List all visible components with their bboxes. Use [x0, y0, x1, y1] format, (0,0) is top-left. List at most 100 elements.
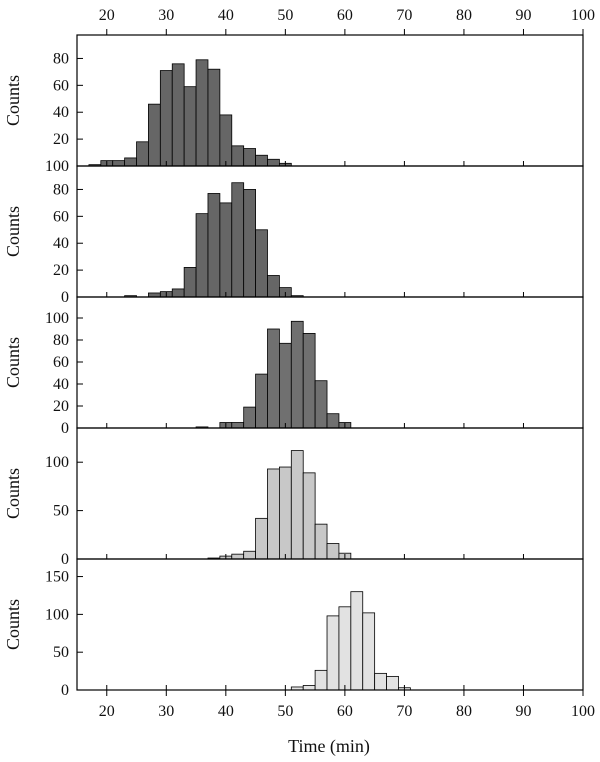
bar — [338, 606, 352, 691]
y-tick-label: 50 — [53, 503, 69, 520]
y-tick-label: 20 — [53, 131, 69, 148]
panels: 100 20 40 60 80 Counts 0 20 40 60 80 Counts 0 20 40 60 8… — [3, 34, 584, 699]
x-tick-label: 40 — [218, 703, 234, 720]
x-tick-label: 70 — [396, 703, 412, 720]
y-axis-label: Counts — [3, 75, 23, 126]
y-axis-label: Counts — [3, 337, 23, 388]
x-tick-label: 100 — [571, 703, 595, 720]
bar — [255, 229, 268, 298]
y-tick-label: 100 — [45, 310, 69, 327]
x-tick-label: 50 — [277, 7, 293, 24]
y-tick-label: 100 — [45, 454, 69, 471]
x-tick-label: 60 — [337, 7, 353, 24]
x-tick-label: 50 — [277, 703, 293, 720]
bar — [326, 543, 340, 560]
y-tick-label: 100 — [45, 158, 69, 175]
x-tick-label: 20 — [99, 7, 115, 24]
y-tick-label: 40 — [53, 104, 69, 121]
panel-3: 0 20 40 60 80 100 Counts — [3, 296, 584, 437]
bar — [290, 450, 304, 560]
bar — [207, 68, 221, 167]
bar — [159, 70, 173, 167]
y-tick-label: 20 — [53, 262, 69, 279]
bar — [243, 148, 256, 167]
panel-frame — [76, 165, 584, 298]
bar — [255, 517, 268, 560]
bar — [195, 59, 209, 167]
bar — [219, 202, 233, 298]
x-tick-label: 30 — [158, 7, 174, 24]
y-tick-label: 0 — [61, 420, 69, 437]
bar — [219, 114, 233, 167]
y-tick-label: 0 — [61, 289, 69, 306]
y-axis-label: Counts — [3, 599, 23, 650]
panel-frame — [76, 427, 584, 560]
bar — [231, 422, 245, 429]
bar — [231, 553, 245, 560]
y-tick-label: 0 — [61, 682, 69, 699]
x-tick-label: 40 — [218, 7, 234, 24]
panel-5: 0 50 100 150 Counts — [3, 558, 584, 699]
bar — [278, 342, 292, 429]
bar — [243, 189, 256, 298]
bar — [326, 615, 340, 691]
y-axis-label: Counts — [3, 468, 23, 519]
bar — [112, 160, 126, 167]
y-tick-label: 150 — [45, 569, 69, 586]
panel-1: 100 20 40 60 80 Counts — [3, 34, 584, 175]
bar — [314, 669, 328, 691]
y-tick-label: 100 — [45, 606, 69, 623]
bar — [183, 267, 197, 298]
bar — [302, 685, 316, 691]
bar — [314, 523, 328, 560]
panel-frame — [76, 558, 584, 691]
bar — [148, 292, 161, 298]
y-axis-label: Counts — [3, 206, 23, 257]
x-tick-label: 20 — [99, 703, 115, 720]
y-tick-label: 0 — [61, 551, 69, 568]
x-tick-label: 60 — [337, 703, 353, 720]
y-tick-label: 60 — [53, 354, 69, 371]
bar — [231, 145, 245, 167]
y-tick-label: 40 — [53, 235, 69, 252]
bar — [148, 103, 161, 167]
bar — [124, 157, 137, 167]
top-x-axis: 20 30 40 50 60 70 80 90 100 — [99, 7, 595, 35]
x-tick-label: 30 — [158, 703, 174, 720]
bar — [350, 591, 364, 691]
bar — [255, 154, 268, 167]
bar — [171, 63, 185, 167]
bar — [231, 182, 245, 298]
bar — [267, 275, 280, 298]
bar — [207, 193, 221, 298]
y-tick-label: 20 — [53, 398, 69, 415]
y-tick-label: 80 — [53, 181, 69, 198]
bar — [374, 672, 387, 691]
bar — [302, 472, 316, 560]
bar — [195, 213, 209, 298]
x-tick-label: 80 — [456, 7, 472, 24]
y-tick-label: 50 — [53, 644, 69, 661]
x-axis-label: Time (min) — [288, 736, 370, 757]
y-tick-label: 60 — [53, 208, 69, 225]
y-tick-label: 80 — [53, 50, 69, 67]
panel-4: 0 50 100 Counts — [3, 427, 584, 568]
bar — [326, 413, 340, 429]
y-tick-label: 40 — [53, 376, 69, 393]
bar — [267, 158, 280, 167]
panel-frame — [76, 296, 584, 429]
bar — [302, 332, 316, 429]
bar — [171, 288, 185, 298]
bar — [290, 320, 304, 429]
bar — [255, 373, 268, 429]
bar — [267, 468, 280, 560]
bar — [183, 86, 197, 167]
x-tick-label: 90 — [515, 7, 531, 24]
y-tick-label: 80 — [53, 332, 69, 349]
y-tick-label: 60 — [53, 77, 69, 94]
x-tick-label: 100 — [571, 7, 595, 24]
bar — [243, 550, 256, 560]
bar — [267, 328, 280, 429]
x-tick-label: 90 — [515, 703, 531, 720]
